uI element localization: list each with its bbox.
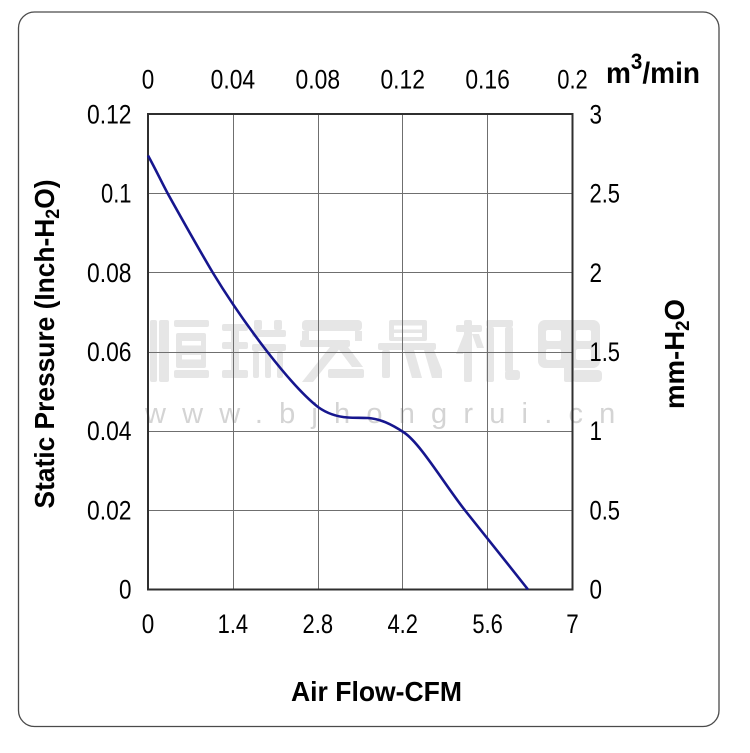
svg-text:0.16: 0.16 [465,65,510,95]
svg-text:0.04: 0.04 [211,65,256,95]
svg-text:Static Pressure (Inch-H2O): Static Pressure (Inch-H2O) [29,180,64,509]
svg-text:2: 2 [590,258,603,288]
svg-text:0.5: 0.5 [590,495,621,525]
svg-text:0.02: 0.02 [87,495,132,525]
svg-text:0: 0 [590,575,603,605]
svg-text:0: 0 [119,575,132,605]
svg-text:1: 1 [590,416,603,446]
svg-text:0.1: 0.1 [101,179,132,209]
svg-text:0.06: 0.06 [87,337,132,367]
svg-text:1.5: 1.5 [590,337,621,367]
svg-text:4.2: 4.2 [387,609,418,639]
svg-text:3: 3 [590,100,603,130]
svg-text:0.12: 0.12 [380,65,425,95]
svg-text:www.bjhongrui.cn: www.bjhongrui.cn [144,398,632,430]
svg-text:0: 0 [142,609,155,639]
svg-text:0.08: 0.08 [87,258,132,288]
svg-text:Air Flow-CFM: Air Flow-CFM [291,676,462,707]
svg-text:0.04: 0.04 [87,416,132,446]
svg-text:0.2: 0.2 [557,65,588,95]
svg-text:5.6: 5.6 [472,609,503,639]
svg-text:0: 0 [142,65,155,95]
svg-text:7: 7 [566,609,579,639]
svg-text:m3/min: m3/min [606,49,700,90]
svg-text:mm-H2O: mm-H2O [659,299,694,409]
svg-text:2.5: 2.5 [590,179,621,209]
svg-text:2.8: 2.8 [303,609,334,639]
svg-text:1.4: 1.4 [218,609,249,639]
svg-text:0.12: 0.12 [87,100,132,130]
svg-text:0.08: 0.08 [296,65,341,95]
